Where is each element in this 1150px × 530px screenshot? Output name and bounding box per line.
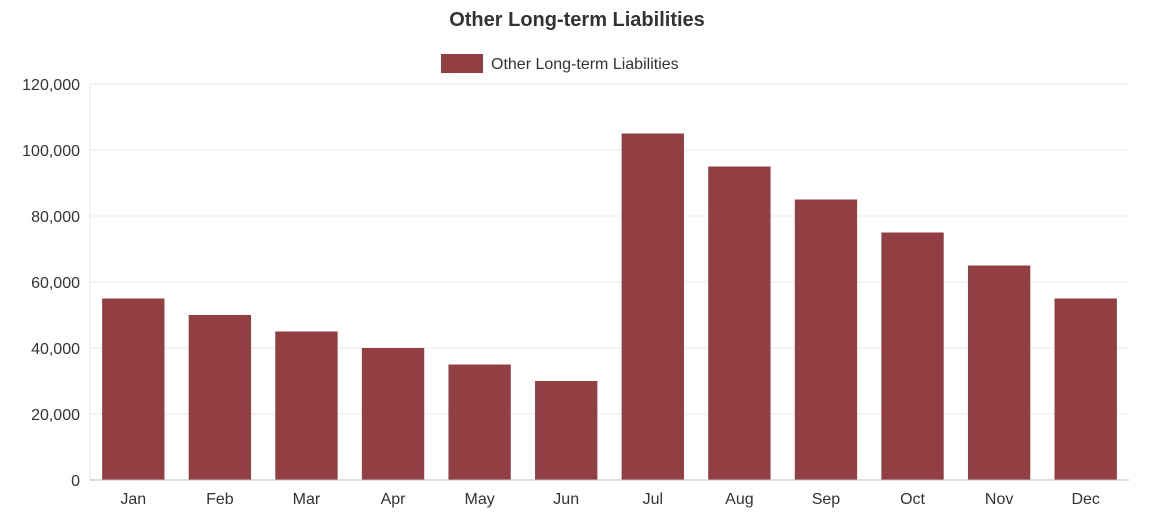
x-tick-label: May [465, 491, 495, 508]
bar-jan[interactable] [102, 298, 165, 481]
legend-label: Other Long-term Liabilities [491, 56, 679, 73]
x-tick-label: Dec [1071, 491, 1099, 508]
x-tick-label: Mar [293, 491, 321, 508]
bar-jun[interactable] [535, 381, 598, 480]
x-tick-label: Jan [120, 491, 146, 508]
bar-oct[interactable] [881, 232, 944, 481]
x-tick-label: Aug [725, 491, 753, 508]
y-tick-label: 40,000 [31, 341, 80, 358]
x-tick-label: Apr [381, 491, 407, 508]
chart-title: Other Long-term Liabilities [449, 9, 705, 31]
bar-jul[interactable] [621, 133, 684, 481]
bar-nov[interactable] [967, 265, 1031, 481]
y-tick-label: 0 [71, 473, 80, 490]
y-tick-label: 60,000 [31, 275, 80, 292]
y-tick-label: 80,000 [31, 209, 80, 226]
bar-may[interactable] [448, 364, 511, 481]
x-tick-label: Nov [985, 491, 1013, 508]
bar-feb[interactable] [188, 315, 252, 480]
bar-apr[interactable] [361, 348, 425, 480]
bar-dec[interactable] [1054, 298, 1117, 481]
bar-aug[interactable] [708, 166, 771, 481]
x-tick-label: Jun [553, 491, 579, 508]
bar-mar[interactable] [275, 331, 338, 481]
bar-sep[interactable] [794, 199, 858, 481]
y-tick-label: 100,000 [22, 143, 80, 160]
bars [102, 133, 1117, 481]
legend-swatch [441, 54, 483, 73]
y-axis-ticks: 0 20,000 40,000 60,000 80,000 100,000 120,000 [22, 77, 80, 490]
x-tick-label: Sep [812, 491, 841, 508]
legend[interactable]: Other Long-term Liabilities [441, 54, 679, 73]
x-tick-label: Jul [643, 491, 663, 508]
x-tick-label: Feb [206, 491, 234, 508]
y-tick-label: 20,000 [31, 407, 80, 424]
gridlines [89, 83, 1129, 480]
y-tick-label: 120,000 [22, 77, 80, 94]
x-tick-label: Oct [900, 491, 925, 508]
x-axis-ticks: Jan Feb Mar Apr May Jun Jul Aug Sep Oct Nov Dec [120, 491, 1100, 508]
